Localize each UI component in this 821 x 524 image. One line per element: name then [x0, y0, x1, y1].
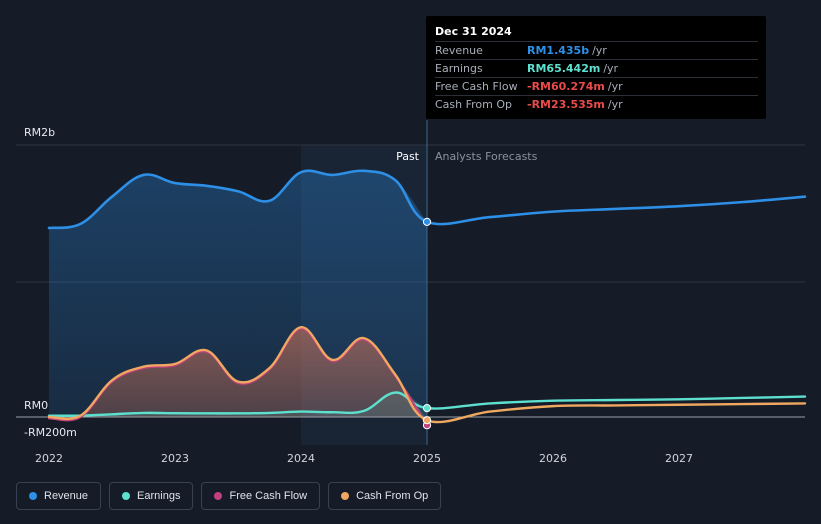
y-label-top: RM2b [24, 126, 55, 139]
tooltip-value: -RM23.535m [527, 98, 605, 111]
x-tick-label: 2027 [665, 452, 693, 465]
revenue-marker [422, 217, 432, 226]
tooltip-row-cash-from-op: Cash From Op -RM23.535m /yr [435, 95, 758, 113]
tooltip-value: RM1.435b [527, 44, 590, 57]
x-tick-label: 2023 [161, 452, 189, 465]
legend-label: Free Cash Flow [229, 490, 308, 502]
legend-dot [341, 492, 350, 500]
tooltip-unit: /yr [607, 80, 623, 93]
legend-item-revenue[interactable]: Revenue [16, 482, 102, 510]
y-label-zero: RM0 [24, 399, 48, 412]
earnings-line [47, 391, 807, 417]
y-label-bottom: -RM200m [24, 426, 77, 439]
chart-area: RM2b RM0 -RM200m Past Analysts Forecasts 2022… [16, 120, 807, 465]
legend-label: Revenue [44, 490, 89, 502]
cash-from-op-area [49, 327, 427, 421]
past-label: Past [396, 150, 420, 163]
tooltip-unit: /yr [603, 62, 619, 75]
x-tick-label: 2026 [539, 452, 567, 465]
forecast-label: Analysts Forecasts [435, 150, 538, 163]
legend-label: Cash From Op [356, 490, 429, 502]
earnings-marker [422, 403, 432, 413]
tooltip-label: Free Cash Flow [435, 80, 518, 93]
tooltip-row-earnings: Earnings RM65.442m /yr [435, 59, 758, 77]
tooltip-row-free-cash-flow: Free Cash Flow -RM60.274m /yr [435, 77, 758, 95]
legend-label: Earnings [137, 490, 181, 502]
revenue-area [49, 170, 427, 417]
revenue-line [47, 169, 807, 230]
legend-dot [214, 492, 223, 500]
tooltip-value: -RM60.274m [527, 80, 605, 93]
tooltip-date: Dec 31 2024 [435, 25, 512, 38]
legend-item-free-cash-flow[interactable]: Free Cash Flow [201, 482, 321, 510]
legend-item-cash-from-op[interactable]: Cash From Op [328, 482, 442, 510]
x-tick-label: 2025 [413, 452, 441, 465]
tooltip-row-revenue: Revenue RM1.435b /yr [435, 41, 758, 59]
tooltip-label: Revenue [435, 44, 483, 57]
cash-from-op-line [47, 326, 807, 424]
tooltip: Dec 31 2024 Revenue RM1.435b /yr Earning… [426, 16, 766, 119]
tooltip-unit: /yr [607, 98, 623, 111]
tooltip-label: Cash From Op [435, 98, 513, 111]
legend-dot [29, 492, 37, 500]
x-tick-label: 2024 [287, 452, 315, 465]
legend-item-earnings[interactable]: Earnings [109, 482, 194, 510]
legend: Revenue Earnings Free Cash Flow Cash Fro… [16, 482, 442, 510]
legend-dot [122, 492, 131, 500]
tooltip-label: Earnings [435, 62, 483, 75]
x-tick-label: 2022 [35, 452, 63, 465]
cash-from-op-marker [422, 416, 432, 425]
tooltip-value: RM65.442m [527, 62, 601, 75]
tooltip-unit: /yr [592, 44, 607, 57]
